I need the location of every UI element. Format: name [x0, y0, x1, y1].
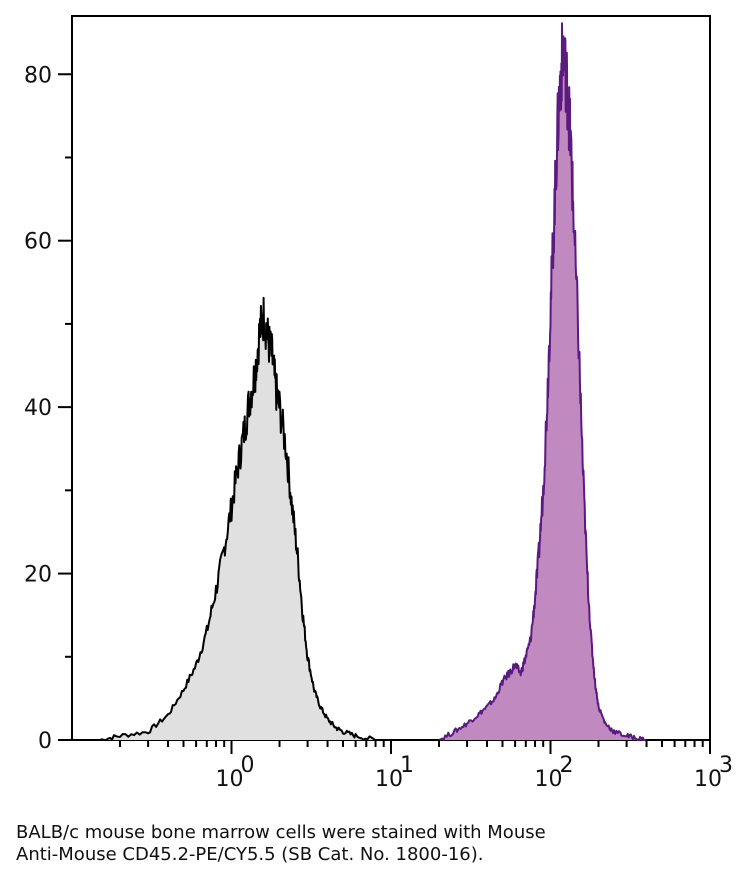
x-tick-label: 10	[216, 767, 244, 792]
y-tick-label: 80	[24, 63, 52, 88]
x-tick-exponent: 1	[400, 753, 414, 778]
y-axis: 0 20 40 60 80	[24, 63, 72, 754]
series-2-fill	[439, 23, 647, 740]
y-tick-label: 20	[24, 563, 52, 588]
series-1-fill	[100, 297, 376, 740]
caption-line-2: Anti-Mouse CD45.2-PE/CY5.5 (SB Cat. No. …	[16, 844, 484, 865]
series-2	[438, 22, 647, 741]
y-tick-label: 60	[24, 230, 52, 255]
plot-frame	[71, 15, 711, 741]
caption-line-1: BALB/c mouse bone marrow cells were stai…	[16, 822, 546, 843]
x-tick-exponent: 2	[560, 753, 574, 778]
series-1-line	[99, 296, 376, 741]
x-tick-exponent: 0	[241, 753, 255, 778]
y-tick-label: 40	[24, 396, 52, 421]
x-tick-label: 10	[375, 767, 403, 792]
series-layer	[99, 22, 647, 741]
x-tick-label: 10	[694, 767, 722, 792]
x-tick-label: 10	[535, 767, 563, 792]
figure-caption: BALB/c mouse bone marrow cells were stai…	[16, 822, 716, 866]
series-1	[99, 296, 376, 741]
y-tick-label: 0	[38, 729, 52, 754]
series-2-line	[438, 22, 647, 741]
x-tick-exponent: 3	[719, 753, 733, 778]
